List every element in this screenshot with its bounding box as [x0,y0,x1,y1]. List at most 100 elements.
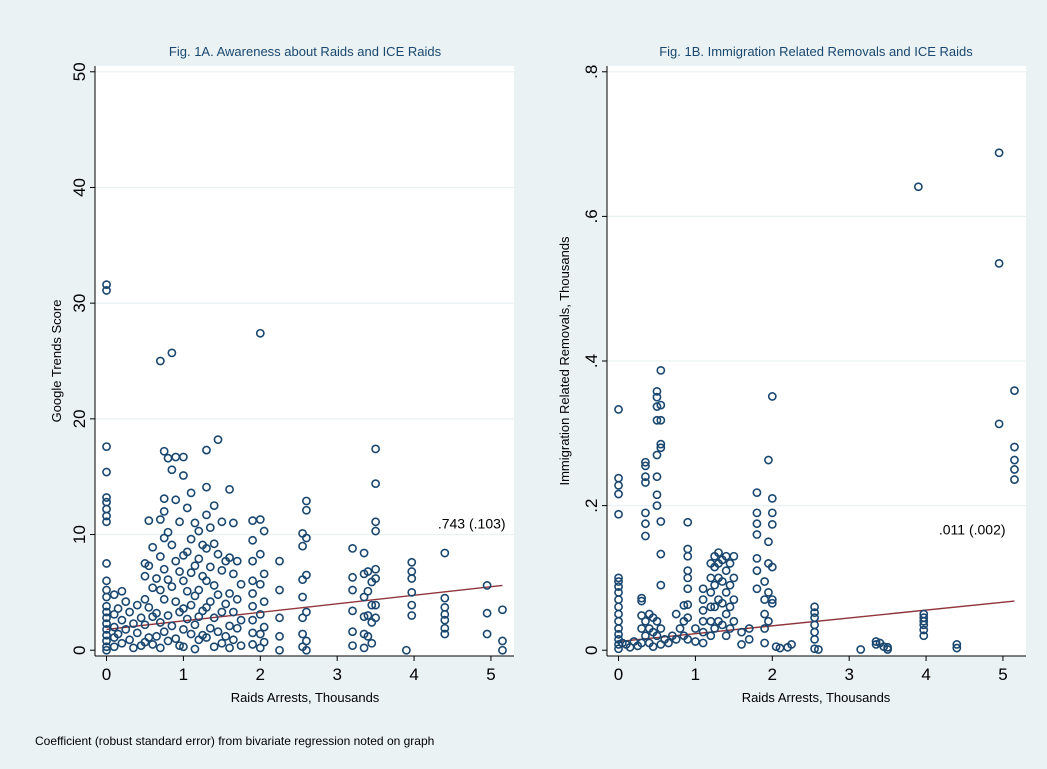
data-point-1b [919,625,929,635]
data-point-1a [109,590,119,600]
data-point-1a [371,479,381,489]
data-point-1a [194,612,204,622]
data-point-1b [725,602,735,612]
y-tick-label-1b: .4 [582,354,601,368]
y-axis-label-1b: Immigration Related Removals, Thousands [557,236,572,486]
data-point-1a [109,609,119,619]
data-point-1b [652,392,662,402]
data-point-1b [725,580,735,590]
data-point-1a [232,556,242,566]
data-point-1a [167,465,177,475]
data-point-1a [407,611,417,620]
data-point-1b [614,577,623,586]
data-point-1b [771,642,781,652]
data-point-1a [163,636,173,646]
data-point-1a [117,586,127,596]
data-point-1a [440,548,450,558]
data-point-1a [129,619,138,629]
data-point-1b [919,616,929,626]
data-point-1b [760,609,770,619]
data-point-1a [298,629,307,639]
data-point-1a [179,624,188,634]
data-point-1a [440,615,450,625]
data-point-1a [190,620,200,630]
data-point-1b [637,593,646,603]
data-point-1b [637,596,646,606]
data-point-1a [190,518,200,528]
data-point-1b [656,517,666,526]
data-point-1a [407,587,417,597]
y-tick-label-1a: 20 [70,409,89,428]
data-point-1a [102,619,111,629]
data-point-1b [883,645,893,654]
data-point-1a [225,643,234,653]
data-point-1b [698,606,708,615]
data-point-1b [752,508,762,518]
data-point-1a [259,622,269,632]
data-point-1b [729,573,739,583]
data-point-1a [255,643,265,653]
data-point-1a [186,488,196,498]
data-point-1a [359,612,369,622]
data-point-1a [236,641,246,650]
data-point-1a [217,638,227,648]
x-tick-label-1b: 2 [768,665,777,684]
data-point-1a [182,586,192,596]
data-point-1a [225,485,234,494]
data-point-1a [248,589,258,598]
data-point-1a [259,526,269,536]
chart-title-1b: Fig. 1B. Immigration Related Removals an… [659,44,973,59]
axes-1b: 0 .2 .4 .6 .8 0 1 2 3 4 5 [582,65,1026,684]
data-point-1a [102,511,111,521]
data-point-1b [652,402,662,411]
data-point-1a [163,575,173,585]
data-point-1a [171,634,181,644]
data-point-1a [275,613,284,623]
data-point-1a [248,640,258,649]
data-point-1a [371,444,381,454]
chart-panel-1b: Fig. 1B. Immigration Related Removals an… [557,44,1026,705]
data-point-1a [498,605,507,615]
data-point-1a [225,589,234,598]
data-point-1a [167,540,177,550]
data-point-1a [182,503,192,513]
data-point-1a [202,510,211,520]
data-point-1a [205,523,215,532]
data-point-1a [259,569,269,579]
data-point-1a [102,442,111,452]
x-tick-label-1a: 4 [409,665,418,684]
data-point-1b [717,620,727,630]
data-point-1b [706,631,716,641]
scatter-points-1b [614,148,1019,654]
data-point-1a [359,592,369,602]
data-point-1a [209,501,219,511]
data-point-1a [298,592,307,602]
data-point-1a [171,597,181,607]
data-point-1a [113,604,123,613]
x-tick-label-1a: 3 [332,665,341,684]
data-point-1a [179,471,188,480]
data-point-1a [102,280,111,290]
data-point-1b [671,609,681,619]
data-point-1a [248,576,258,586]
data-point-1a [228,607,238,617]
data-point-1a [125,607,134,617]
data-point-1a [255,549,265,559]
data-point-1a [248,615,258,625]
data-point-1b [1010,455,1019,465]
data-point-1a [113,629,123,639]
data-point-1a [136,613,146,623]
data-point-1a [117,638,127,648]
data-point-1b [683,613,693,623]
data-point-1a [140,571,150,581]
data-point-1b [725,624,735,633]
data-point-1a [148,640,158,649]
data-point-1b [721,631,731,641]
data-point-1b [698,595,708,605]
data-point-1a [298,613,307,623]
data-point-1a [213,549,223,559]
data-point-1b [691,624,700,633]
data-point-1b [641,519,650,529]
data-point-1a [371,526,381,536]
